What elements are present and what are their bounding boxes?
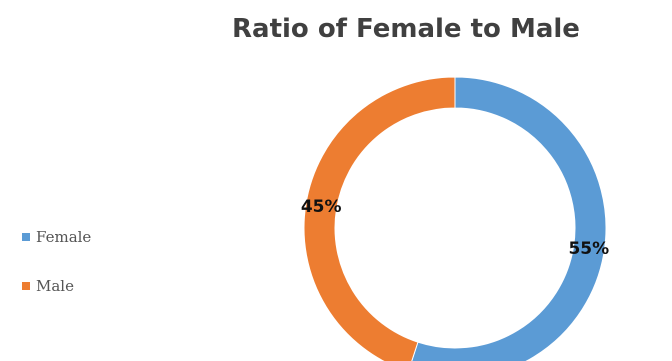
legend-swatch-male	[22, 282, 30, 290]
legend-label-female: Female	[36, 228, 92, 246]
legend-item-male: Male	[22, 275, 91, 297]
donut-slice-male	[303, 76, 456, 361]
donut-data-labels: 55% 45%	[301, 197, 609, 259]
data-label-female: 55%	[568, 239, 609, 259]
legend-swatch-female	[22, 233, 30, 241]
legend-item-female: Female	[22, 226, 91, 248]
chart-title: Ratio of Female to Male	[232, 14, 580, 44]
chart-legend: Female Male	[22, 226, 91, 324]
data-label-male: 45%	[301, 197, 342, 217]
legend-label-male: Male	[36, 277, 74, 295]
donut-slice-female	[411, 76, 607, 361]
donut-slices	[303, 76, 607, 361]
